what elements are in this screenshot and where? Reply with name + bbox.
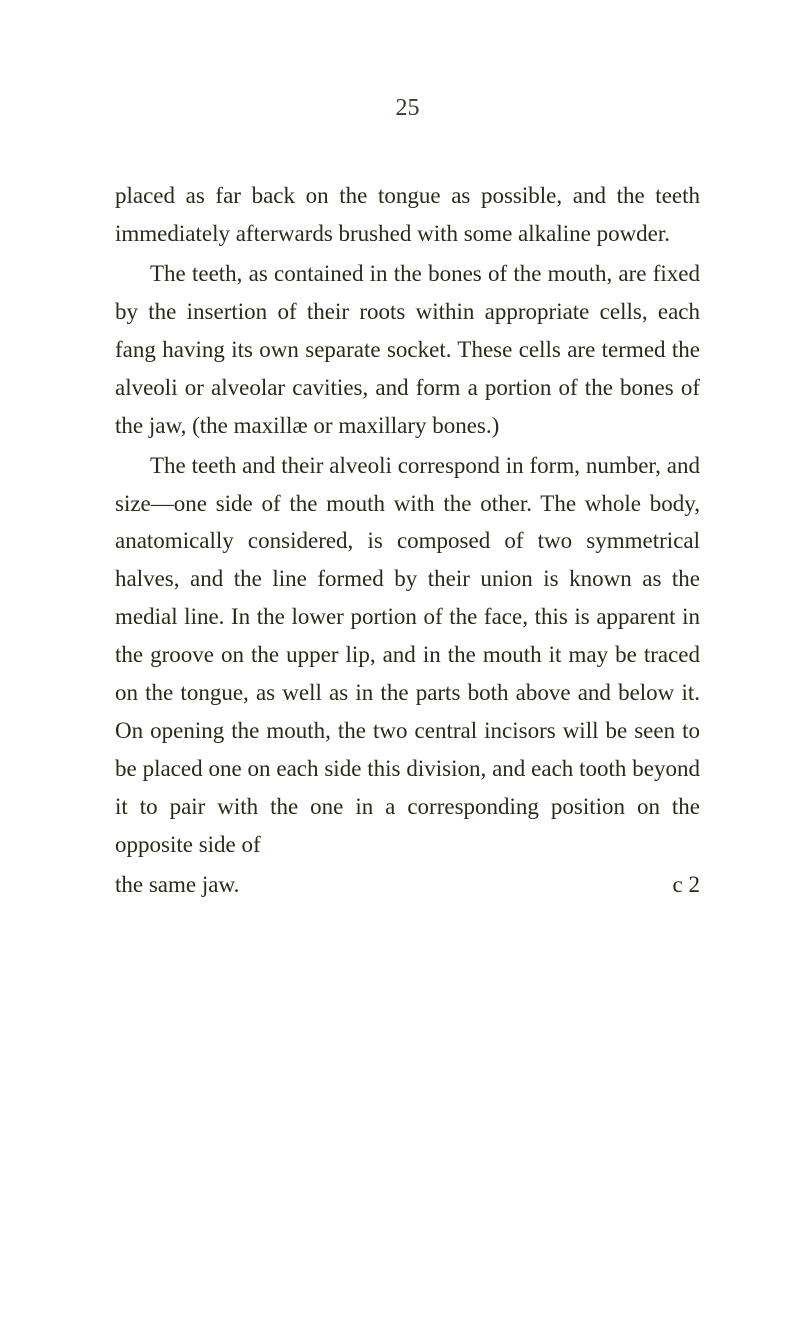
paragraph-2: The teeth, as contained in the bones of … [115,255,700,445]
last-line-text: the same jaw. [115,866,239,904]
page-number: 25 [115,95,700,122]
paragraph-1: placed as far back on the tongue as poss… [115,177,700,253]
signature-mark: c 2 [673,866,700,904]
paragraph-3: The teeth and their alveoli correspond i… [115,447,700,864]
document-page: 25 placed as far back on the tongue as p… [0,0,800,964]
last-line: the same jaw. c 2 [115,866,700,904]
